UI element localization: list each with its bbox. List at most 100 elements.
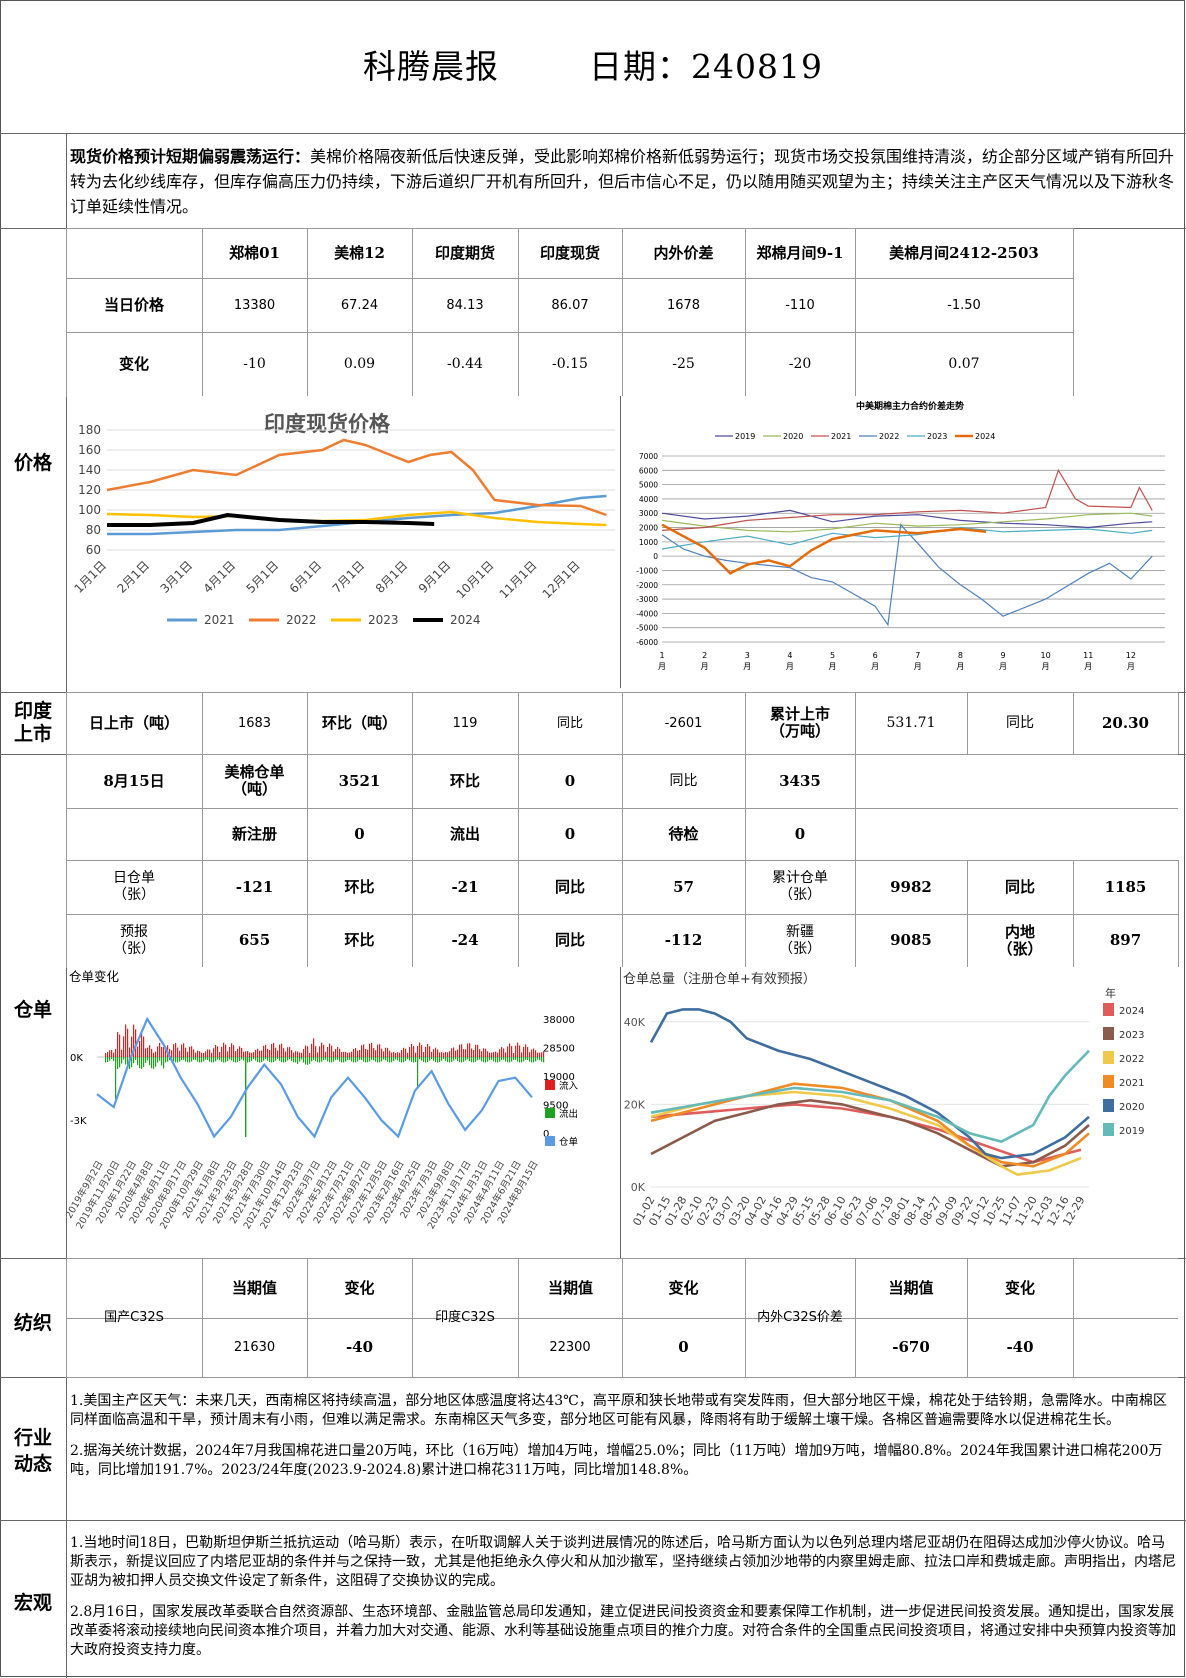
outflow-bar: [315, 1057, 317, 1062]
outflow-bar: [119, 1057, 121, 1068]
legend-label: 2024: [1119, 1006, 1144, 1017]
outflow-bar: [521, 1057, 523, 1063]
inflow-bar: [353, 1049, 355, 1057]
inflow-bar: [529, 1052, 531, 1057]
outflow-bar: [509, 1057, 511, 1063]
inflow-bar: [503, 1048, 505, 1057]
outflow-bar: [417, 1057, 419, 1087]
outflow-bar: [313, 1057, 315, 1060]
outflow-bar: [227, 1057, 229, 1062]
inflow-bar: [123, 1036, 125, 1057]
legend-label: 2022: [879, 432, 899, 441]
yarn-change: -40: [1006, 1338, 1034, 1356]
series-line-2023: [661, 526, 1153, 550]
section-label-price: 价格: [13, 452, 52, 474]
y-tick-label: 140: [78, 463, 101, 477]
warehouse-cell: 57: [673, 877, 694, 896]
outflow-bar: [271, 1057, 273, 1063]
outflow-bar: [131, 1057, 133, 1068]
section-label-yarn: 纺织: [13, 1312, 52, 1334]
grid-line: [622, 228, 623, 396]
section-label-macro: 宏观: [13, 1592, 52, 1614]
inflow-bar: [111, 1050, 113, 1057]
y-tick-label: -6000: [636, 638, 658, 647]
inflow-bar: [201, 1052, 203, 1057]
outflow-bar: [461, 1057, 463, 1063]
legend-swatch: [1103, 1075, 1114, 1088]
outflow-bar: [471, 1057, 473, 1063]
outflow-bar: [447, 1057, 449, 1063]
industry-item: 1.美国主产区天气：未来几天，西南棉区将持续高温，部分地区体感温度将达43℃，高…: [70, 1393, 1167, 1428]
inflow-bar: [317, 1052, 319, 1057]
outflow-bar: [135, 1057, 137, 1060]
price-value: 1678: [666, 297, 701, 313]
outflow-bar: [517, 1057, 519, 1062]
inflow-bar: [121, 1049, 123, 1057]
outflow-bar: [229, 1057, 231, 1060]
divider: [620, 396, 621, 688]
inflow-bar: [275, 1047, 277, 1057]
outflow-bar: [467, 1057, 469, 1060]
inflow-bar: [321, 1042, 323, 1057]
series-line-2021: [107, 494, 607, 536]
warehouse-cell: 9085: [890, 931, 932, 949]
summary-text: 美棉价格隔夜新低后快速反弹，受此影响郑棉价格新低弱势运行；现货市场交投氛围维持清…: [70, 147, 1175, 216]
grid-line: [412, 692, 413, 754]
outflow-bar: [181, 1057, 183, 1060]
inflow-bar: [417, 1045, 419, 1057]
legend-label: 2022: [1119, 1054, 1144, 1065]
outflow-bar: [505, 1057, 507, 1062]
inflow-bar: [179, 1050, 181, 1057]
warehouse-cell: 8月15日: [103, 771, 165, 790]
inflow-bar: [421, 1045, 423, 1057]
y-tick-label: 6000: [639, 466, 658, 475]
yarn-value: 21630: [233, 1340, 276, 1355]
inflow-bar: [163, 1047, 165, 1057]
inflow-bar: [351, 1051, 353, 1057]
grid-line: [202, 860, 203, 967]
outflow-bar: [263, 1057, 265, 1061]
outflow-bar: [279, 1057, 281, 1061]
outflow-bar: [459, 1057, 461, 1063]
yarn-change: -40: [345, 1338, 374, 1356]
inflow-bar: [237, 1048, 239, 1057]
inflow-bar: [495, 1051, 497, 1057]
inflow-bar: [477, 1044, 479, 1057]
inflow-bar: [231, 1043, 233, 1057]
inflow-bar: [245, 1051, 247, 1057]
outflow-bar: [359, 1057, 361, 1060]
x-tick-label: 1月1日: [71, 558, 109, 596]
price-value: 86.07: [551, 297, 589, 313]
outflow-bar: [203, 1057, 205, 1062]
grid-line: [202, 1318, 423, 1319]
outflow-bar: [465, 1057, 467, 1061]
inflow-bar: [487, 1051, 489, 1057]
outflow-bar: [363, 1057, 365, 1062]
inflow-bar: [115, 1048, 117, 1057]
inflow-bar: [481, 1051, 483, 1057]
inflow-bar: [403, 1047, 405, 1057]
inflow-bar: [435, 1047, 437, 1057]
price-value: 67.24: [340, 297, 379, 313]
grid-line: [622, 692, 623, 754]
y-tick-label: 2000: [639, 524, 658, 533]
outflow-bar: [327, 1057, 329, 1062]
legend-label: 2021: [831, 432, 851, 441]
outflow-bar: [293, 1057, 295, 1063]
inflow-bar: [309, 1052, 311, 1057]
grid-line: [745, 754, 746, 860]
outflow-bar: [339, 1057, 341, 1062]
warehouse-total-chart: 仓单总量（注册仓单+有效预报） 40K 20K 0K 年 2024 2023 2022 2021…: [621, 967, 1178, 1256]
inflow-bar: [343, 1051, 345, 1057]
column-header: 当期值: [888, 1278, 934, 1297]
series-line-2023: [650, 1098, 1090, 1168]
inflow-bar: [333, 1051, 335, 1057]
series-line-2020: [649, 1008, 1090, 1160]
legend-label: 2023: [368, 613, 399, 627]
warehouse-cell: 0: [564, 824, 576, 843]
outflow-bar: [249, 1057, 251, 1063]
inflow-bar: [157, 1046, 159, 1057]
outflow-bar: [141, 1057, 143, 1069]
